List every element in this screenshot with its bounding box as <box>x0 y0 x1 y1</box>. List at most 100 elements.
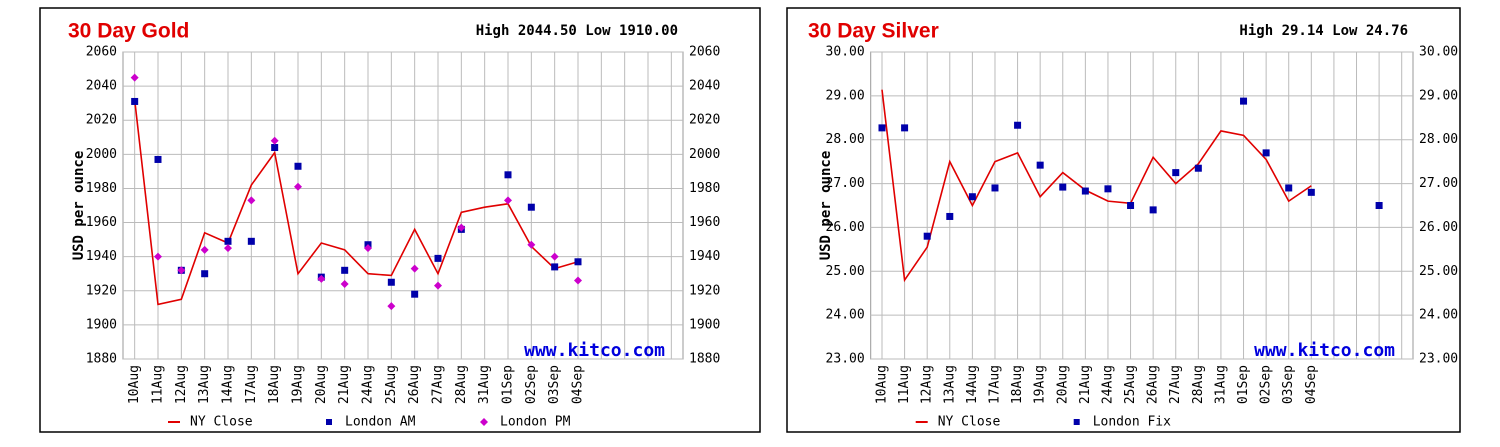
chart-title: 30 Day Gold <box>68 20 189 43</box>
point-marker <box>201 270 209 278</box>
plot-area <box>870 51 1414 360</box>
y2-tick-label: 1920 <box>689 283 720 298</box>
legend-label: London PM <box>500 415 571 430</box>
point-marker <box>364 244 372 253</box>
y2-tick-label: 1980 <box>689 181 720 196</box>
point-marker <box>294 162 302 170</box>
point-marker <box>247 237 255 245</box>
point-marker <box>527 240 536 249</box>
y2-tick-label: 28.00 <box>1419 132 1458 147</box>
point-marker <box>574 276 582 285</box>
x-tick-label: 25Aug <box>384 365 399 404</box>
y2-tick-label: 30.00 <box>1419 45 1458 60</box>
point-marker <box>1104 185 1112 193</box>
point-marker <box>341 266 349 274</box>
x-tick-label: 13Aug <box>942 365 957 404</box>
legend-swatch <box>1073 419 1080 425</box>
y-tick-label: 27.00 <box>826 176 865 191</box>
point-marker <box>946 212 954 220</box>
x-tick-label: 28Aug <box>1191 365 1206 404</box>
y2-tick-label: 2040 <box>689 79 720 94</box>
y-tick-label: 1900 <box>86 317 117 332</box>
x-tick-label: 25Aug <box>1123 365 1138 404</box>
x-tick-label: 03Sep <box>1281 365 1296 404</box>
x-tick-label: 11Aug <box>151 365 166 404</box>
legend-swatch <box>480 418 488 426</box>
y-tick-label: 1880 <box>86 352 117 367</box>
y2-tick-label: 27.00 <box>1419 176 1458 191</box>
y-tick-label: 24.00 <box>826 308 865 323</box>
point-marker <box>270 136 279 145</box>
point-marker <box>1375 202 1383 209</box>
point-marker <box>1262 149 1270 157</box>
y-tick-label: 1940 <box>86 249 117 264</box>
y2-tick-label: 2060 <box>689 45 720 60</box>
x-tick-label: 21Aug <box>337 365 352 404</box>
x-tick-label: 13Aug <box>197 365 212 404</box>
point-marker <box>177 266 186 275</box>
point-marker <box>1127 202 1135 209</box>
y2-tick-label: 26.00 <box>1419 220 1458 235</box>
y2-tick-label: 1880 <box>689 352 720 367</box>
point-marker <box>387 278 395 286</box>
x-tick-label: 04Sep <box>1304 365 1319 404</box>
y2-tick-label: 2020 <box>689 113 720 128</box>
y2-tick-label: 24.00 <box>1419 308 1458 323</box>
x-tick-label: 10Aug <box>127 365 142 404</box>
y2-tick-label: 1940 <box>689 249 720 264</box>
x-tick-label: 19Aug <box>291 365 306 404</box>
x-tick-label: 31Aug <box>1213 365 1228 404</box>
watermark: www.kitco.com <box>524 340 665 361</box>
x-tick-label: 26Aug <box>1146 365 1161 404</box>
x-tick-label: 01Sep <box>501 365 516 404</box>
y-tick-label: 23.00 <box>826 352 865 367</box>
y-axis-label: USD per ounce <box>71 151 87 261</box>
point-marker <box>551 263 559 271</box>
point-marker <box>247 196 256 205</box>
x-tick-label: 14Aug <box>221 365 236 404</box>
x-tick-label: 31Aug <box>477 365 492 404</box>
x-tick-label: 03Sep <box>547 365 562 404</box>
series-line <box>881 89 1312 283</box>
x-tick-label: 27Aug <box>1168 365 1183 404</box>
point-marker <box>1081 187 1089 195</box>
plot-area <box>122 51 684 360</box>
point-marker <box>923 232 931 240</box>
point-marker <box>968 193 976 201</box>
y-tick-label: 1920 <box>86 283 117 298</box>
point-marker <box>991 184 999 192</box>
x-tick-label: 17Aug <box>244 365 259 404</box>
y-tick-label: 25.00 <box>826 264 865 279</box>
y-tick-label: 2060 <box>86 45 117 60</box>
y2-tick-label: 1960 <box>689 215 720 230</box>
y-tick-label: 30.00 <box>826 45 865 60</box>
point-marker <box>550 252 559 261</box>
x-tick-label: 20Aug <box>314 365 329 404</box>
x-tick-label: 02Sep <box>524 365 539 404</box>
point-marker <box>224 244 232 253</box>
legend-swatch <box>326 419 332 425</box>
legend-label: NY Close <box>938 415 1001 430</box>
legend-label: London Fix <box>1093 415 1171 430</box>
y-tick-label: 28.00 <box>826 132 865 147</box>
point-marker <box>504 171 512 179</box>
point-marker <box>574 258 582 266</box>
chart-subtitle: High 2044.50 Low 1910.00 <box>476 23 678 39</box>
x-tick-label: 21Aug <box>1078 365 1093 404</box>
point-marker <box>224 237 232 245</box>
point-marker <box>1240 97 1248 105</box>
x-tick-label: 24Aug <box>1100 365 1115 404</box>
point-marker <box>131 97 139 105</box>
x-tick-label: 24Aug <box>361 365 376 404</box>
chart-title: 30 Day Silver <box>808 20 939 43</box>
point-marker <box>901 124 909 132</box>
point-marker <box>154 252 162 261</box>
point-marker <box>411 290 419 298</box>
chart-subtitle: High 29.14 Low 24.76 <box>1239 23 1408 39</box>
x-tick-label: 27Aug <box>431 365 446 404</box>
x-tick-label: 10Aug <box>874 365 889 404</box>
point-marker <box>200 245 209 254</box>
point-marker <box>271 144 279 152</box>
point-marker <box>317 274 326 283</box>
